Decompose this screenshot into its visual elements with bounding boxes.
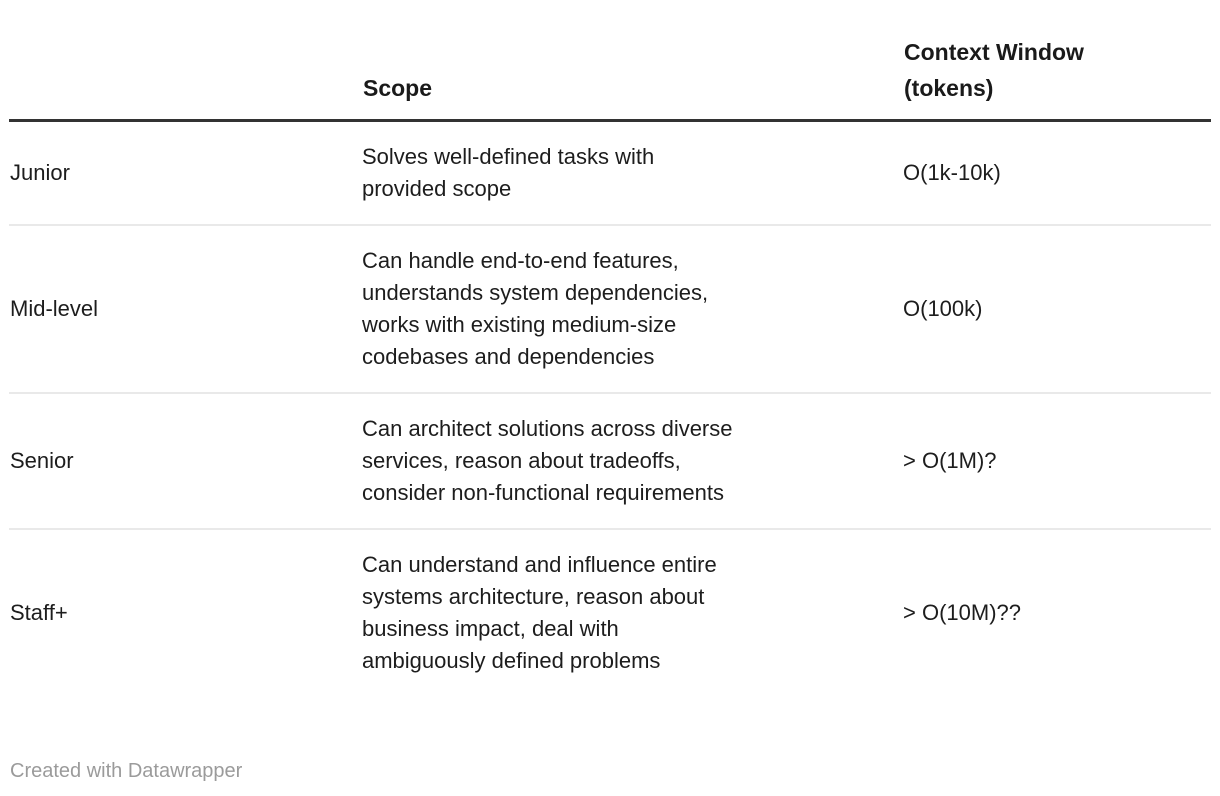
context-window-value: > O(1M)? xyxy=(903,448,997,473)
table-row-junior: Junior Solves well-defined tasks with pr… xyxy=(9,121,1211,225)
context-window-value: O(100k) xyxy=(903,296,983,321)
table-row-staff-plus: Staff+ Can understand and influence enti… xyxy=(9,529,1211,696)
header-level xyxy=(9,0,362,121)
level-label: Senior xyxy=(10,448,74,473)
header-row: Scope Context Window (tokens) xyxy=(9,0,1211,121)
scope-value: Can understand and influence entire syst… xyxy=(362,552,717,673)
scope-value: Can handle end-to-end features, understa… xyxy=(362,248,709,369)
header-scope: Scope xyxy=(363,75,433,101)
header-context-window: Context Window (tokens) xyxy=(904,39,1084,101)
level-label: Mid-level xyxy=(10,296,99,321)
scope-value: Can architect solutions across diverse s… xyxy=(362,416,733,505)
scope-value: Solves well-defined tasks with provided … xyxy=(362,144,655,201)
level-label: Staff+ xyxy=(10,600,68,625)
table-body: Junior Solves well-defined tasks with pr… xyxy=(9,121,1211,697)
datawrapper-credit-link[interactable]: Created with Datawrapper xyxy=(10,760,243,782)
context-window-value: O(1k-10k) xyxy=(903,160,1001,185)
table-header: Scope Context Window (tokens) xyxy=(9,0,1211,121)
levels-context-table: Scope Context Window (tokens) Junior Sol… xyxy=(9,0,1211,696)
level-label: Junior xyxy=(10,160,70,185)
table-row-senior: Senior Can architect solutions across di… xyxy=(9,393,1211,529)
table-row-mid-level: Mid-level Can handle end-to-end features… xyxy=(9,225,1211,393)
context-window-value: > O(10M)?? xyxy=(903,600,1021,625)
